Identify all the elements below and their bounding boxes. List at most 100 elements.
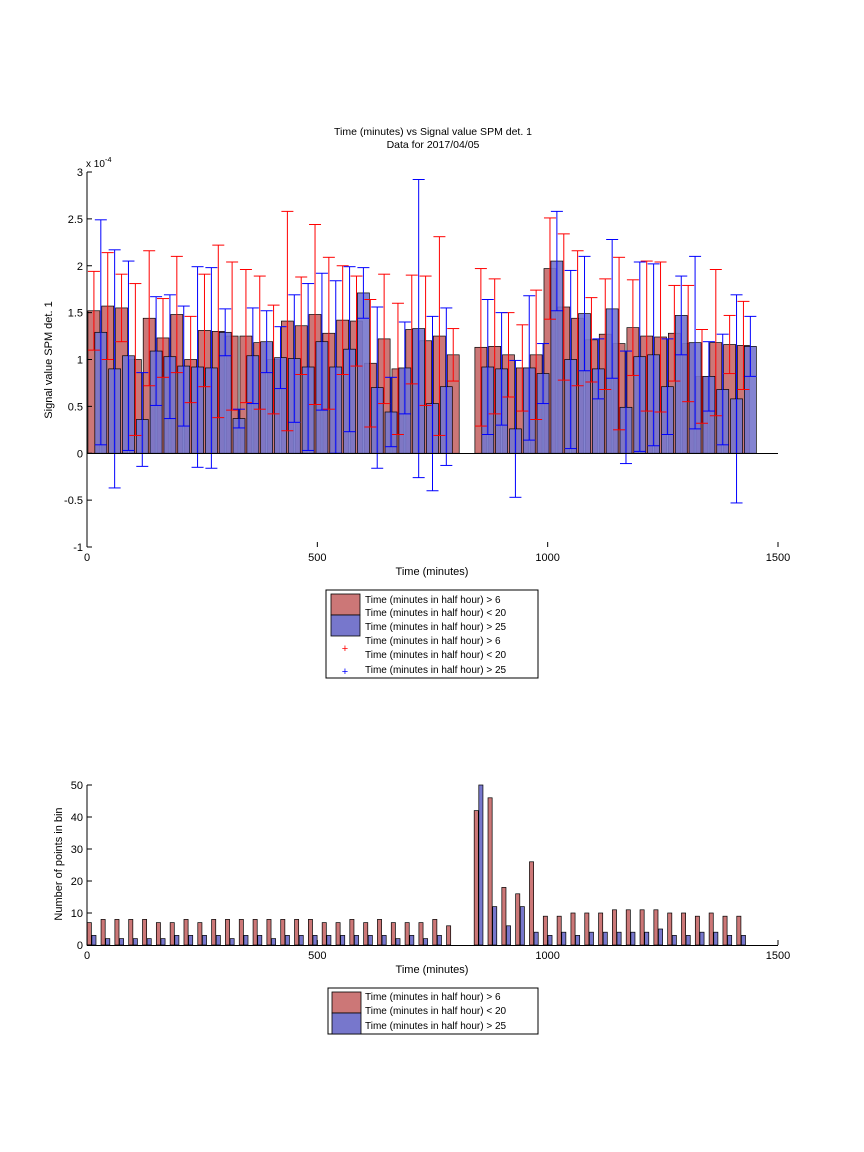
signal-errorbar-series1 <box>267 304 280 415</box>
signal-x-tick-label: 0 <box>84 552 90 564</box>
count-bar-series2 <box>713 931 719 946</box>
count-bar-series2 <box>671 935 677 946</box>
count-bar-series1 <box>390 922 396 946</box>
signal-errorbar-series1 <box>157 298 170 378</box>
signal-errorbar-series2 <box>426 315 439 492</box>
count-bar-series1 <box>556 915 562 946</box>
count-bar-series2 <box>423 938 429 946</box>
signal-errorbar-series2 <box>205 267 218 469</box>
signal-errorbar-series2 <box>578 255 591 372</box>
signal-chart: Time (minutes) vs Signal value SPM det. … <box>43 126 790 578</box>
count-bar-series1 <box>155 922 161 946</box>
signal-errorbar-series2 <box>702 341 715 412</box>
signal-y-tick-label: 2 <box>77 261 83 273</box>
signal-chart-errorbars <box>87 179 757 504</box>
count-bar-series1 <box>501 887 507 946</box>
count-x-tick-label: 0 <box>84 950 90 962</box>
count-bar-series1 <box>639 909 645 946</box>
count-bar-series1 <box>722 915 728 946</box>
signal-errorbar-series1 <box>378 273 391 405</box>
signal-errorbar-series2 <box>385 376 398 448</box>
count-y-tick-label: 50 <box>71 780 83 792</box>
count-chart-bars <box>86 784 746 946</box>
count-bar-series2 <box>354 935 359 946</box>
signal-errorbar-series2 <box>288 294 301 423</box>
signal-errorbar-series2 <box>177 305 190 427</box>
signal-chart-legend-box <box>325 589 539 679</box>
count-bar-series2 <box>174 935 180 946</box>
count-bar-series1 <box>335 922 341 946</box>
count-bar-series2 <box>105 938 111 946</box>
count-bar-series1 <box>446 925 452 946</box>
count-bar-series1 <box>349 919 355 946</box>
signal-errorbar-series1 <box>405 274 418 385</box>
legend-red-errorbar-label-line2: Time (minutes in half hour) < 20 <box>365 650 507 661</box>
signal-errorbar-series2 <box>744 315 757 377</box>
count-bar-series1 <box>418 922 424 946</box>
signal-errorbar-series2 <box>343 266 356 433</box>
count-bar-series2 <box>630 931 636 946</box>
count-bar-series1 <box>114 919 120 946</box>
signal-errorbar-series1 <box>654 261 667 413</box>
count-bar-series2 <box>409 935 415 946</box>
count-bar-series2 <box>202 935 207 946</box>
count-bar-series2 <box>119 938 124 946</box>
signal-errorbar-series1 <box>143 250 156 387</box>
signal-errorbar-series1 <box>309 224 322 405</box>
signal-x-tick-label: 1500 <box>766 552 790 564</box>
signal-errorbar-series2 <box>564 269 577 450</box>
legend2-red-bar-swatch <box>331 991 362 1014</box>
count-bar-series1 <box>294 919 300 946</box>
signal-errorbar-series1 <box>253 275 266 410</box>
count-bar-series2 <box>340 935 346 946</box>
signal-errorbar-series2 <box>716 333 729 446</box>
signal-errorbar-series1 <box>295 276 308 375</box>
count-bar-series1 <box>308 919 313 946</box>
signal-chart-x-axis-label: Time (minutes) <box>396 566 469 578</box>
legend-red-errorbar-label-line1: Time (minutes in half hour) > 6 <box>365 636 501 647</box>
count-bar-series1 <box>570 912 576 946</box>
count-y-tick-label: 40 <box>71 812 83 824</box>
signal-y-tick-label: 3 <box>77 167 83 179</box>
count-bar-series1 <box>694 915 700 946</box>
count-bar-series1 <box>266 919 272 946</box>
signal-errorbar-series1 <box>682 284 695 403</box>
count-bar-series1 <box>487 797 493 946</box>
count-bar-series1 <box>736 915 742 946</box>
count-bar-series1 <box>653 909 659 946</box>
count-bar-series2 <box>312 935 318 946</box>
signal-chart-y-ticks: -1 -0.5 0 0.5 1 1.5 2 2.5 3 <box>64 167 92 554</box>
signal-errorbar-series2 <box>619 350 632 465</box>
signal-errorbar-series1 <box>184 315 197 404</box>
count-bar-series2 <box>699 931 705 946</box>
count-bar-series2 <box>367 935 373 946</box>
count-bar-series1 <box>169 922 175 946</box>
count-bar-series1 <box>280 919 286 946</box>
count-bar-series1 <box>183 919 189 946</box>
count-bar-series2 <box>91 935 97 946</box>
signal-errorbar-series2 <box>537 343 550 405</box>
signal-errorbar-series1 <box>433 236 446 436</box>
signal-errorbar-series1 <box>613 256 626 431</box>
signal-chart-title: Time (minutes) vs Signal value SPM det. … <box>334 126 532 138</box>
signal-errorbar-series2 <box>108 249 121 489</box>
signal-y-tick-label: 0 <box>77 448 83 460</box>
count-bar-series2 <box>547 935 553 946</box>
count-bar-series2 <box>395 938 401 946</box>
count-bar-series2 <box>478 784 484 946</box>
signal-errorbar-series1 <box>668 284 681 382</box>
count-bar-series1 <box>225 919 230 946</box>
legend2-blue-bar-swatch <box>331 1012 362 1035</box>
count-bar-series1 <box>584 912 590 946</box>
signal-errorbar-series1 <box>198 273 211 388</box>
count-bar-series1 <box>404 922 410 946</box>
signal-errorbar-series2 <box>523 295 536 441</box>
legend2-red-bar-label-line1: Time (minutes in half hour) > 6 <box>365 992 501 1003</box>
count-bar-series1 <box>321 922 327 946</box>
count-bar-series2 <box>602 931 608 946</box>
signal-errorbar-series1 <box>557 233 570 381</box>
signal-errorbar-series2 <box>371 306 384 469</box>
legend2-blue-bar-label: Time (minutes in half hour) > 25 <box>365 1021 507 1032</box>
count-bar-series1 <box>708 912 714 946</box>
